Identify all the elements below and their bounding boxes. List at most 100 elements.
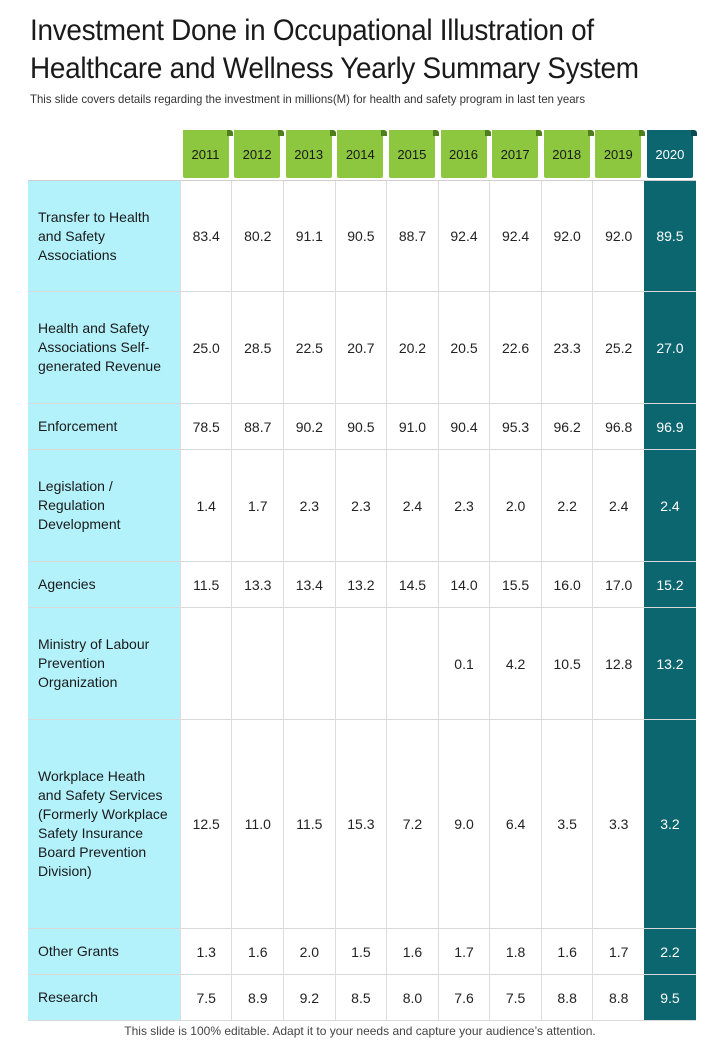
value-cell-2020: 3.2 [643,720,696,928]
investment-table: 2011 2012 2013 2014 2015 2016 2017 2018 2019 2020… [28,130,697,1021]
value-cell-2013: 2.3 [283,450,335,561]
year-header-2019: 2019 [595,130,646,178]
value-cell-2012: 11.0 [231,720,283,928]
value-cell-2013: 9.2 [283,975,335,1020]
value-cell-2013: 91.1 [283,181,335,291]
table-row: Transfer to Health and Safety Associatio… [28,181,696,292]
value-cell-2012: 80.2 [231,181,283,291]
row-label: Legislation / Regulation Development [28,450,180,561]
row-label: Ministry of Labour Prevention Organizati… [28,608,180,719]
row-label: Agencies [28,562,180,607]
value-cell-2012: 88.7 [231,404,283,449]
value-cell-2015: 20.2 [386,292,438,403]
value-cell-2019: 92.0 [592,181,644,291]
table-row: Research 7.5 8.9 9.2 8.5 8.0 7.6 7.5 8.8 8.8 9.5 [28,975,696,1021]
value-cell-2013: 11.5 [283,720,335,928]
value-cell-2011: 7.5 [179,975,232,1020]
value-cell-2018: 3.5 [540,720,593,928]
value-cell-2019: 25.2 [592,292,644,403]
value-cell-2015: 88.7 [386,181,438,291]
value-cell-2017: 1.8 [489,929,541,974]
value-cell-2014: 8.5 [334,975,387,1020]
value-cell-2020: 9.5 [643,975,696,1020]
value-cell-2018: 1.6 [540,929,593,974]
value-cell-2017: 4.2 [489,608,541,719]
value-cell-2011: 83.4 [179,181,232,291]
value-cell-2019: 12.8 [592,608,644,719]
value-cell-2020: 89.5 [643,181,696,291]
value-cell-2014: 90.5 [334,181,387,291]
value-cell-2019: 17.0 [592,562,644,607]
value-cell-2011: 1.3 [179,929,232,974]
value-cell-2011 [179,608,232,719]
value-cell-2013: 90.2 [283,404,335,449]
value-cell-2016: 90.4 [437,404,490,449]
table-row: Other Grants 1.3 1.6 2.0 1.5 1.6 1.7 1.8 1.6 1.7 2… [28,929,696,975]
year-header-2015: 2015 [388,130,439,178]
value-cell-2019: 1.7 [592,929,644,974]
value-cell-2016: 7.6 [437,975,490,1020]
value-cell-2015: 8.0 [386,975,438,1020]
value-cell-2015: 1.6 [386,929,438,974]
value-cell-2017: 2.0 [489,450,541,561]
page-subtitle: This slide covers details regarding the … [30,92,586,106]
value-cell-2017: 92.4 [489,181,541,291]
value-cell-2020: 27.0 [643,292,696,403]
year-header-2011: 2011 [182,130,233,178]
value-cell-2014: 13.2 [334,562,387,607]
value-cell-2016: 20.5 [437,292,490,403]
value-cell-2012: 8.9 [231,975,283,1020]
value-cell-2020: 2.4 [643,450,696,561]
value-cell-2012: 1.7 [231,450,283,561]
year-header-2012: 2012 [234,130,285,178]
value-cell-2014 [334,608,387,719]
row-label: Other Grants [28,929,180,974]
value-cell-2015: 14.5 [386,562,438,607]
year-header-2017: 2017 [492,130,543,178]
year-header-2013: 2013 [285,130,336,178]
year-header-2016: 2016 [440,130,491,178]
value-cell-2017: 6.4 [489,720,541,928]
value-cell-2019: 96.8 [592,404,644,449]
value-cell-2020: 96.9 [643,404,696,449]
table-body: Transfer to Health and Safety Associatio… [28,180,696,1021]
value-cell-2012: 1.6 [231,929,283,974]
table-row: Agencies 11.5 13.3 13.4 13.2 14.5 14.0 15.5 16.0… [28,562,696,608]
value-cell-2019: 3.3 [592,720,644,928]
value-cell-2020: 2.2 [643,929,696,974]
value-cell-2019: 2.4 [592,450,644,561]
value-cell-2015: 2.4 [386,450,438,561]
footer-note: This slide is 100% editable. Adapt it to… [124,1024,596,1038]
value-cell-2018: 16.0 [540,562,593,607]
value-cell-2018: 2.2 [540,450,593,561]
value-cell-2015 [386,608,438,719]
value-cell-2020: 15.2 [643,562,696,607]
value-cell-2020: 13.2 [643,608,696,719]
value-cell-2011: 78.5 [179,404,232,449]
value-cell-2014: 2.3 [334,450,387,561]
value-cell-2016: 2.3 [437,450,490,561]
value-cell-2016: 92.4 [437,181,490,291]
row-label: Health and Safety Associations Self-gene… [28,292,180,403]
value-cell-2019: 8.8 [592,975,644,1020]
value-cell-2011: 1.4 [179,450,232,561]
table-row: Health and Safety Associations Self-gene… [28,292,696,404]
row-label: Transfer to Health and Safety Associatio… [28,181,180,291]
value-cell-2018: 8.8 [540,975,593,1020]
value-cell-2017: 15.5 [489,562,541,607]
year-header-row: 2011 2012 2013 2014 2015 2016 2017 2018 2019 2020 [28,130,697,180]
value-cell-2012: 28.5 [231,292,283,403]
row-label: Enforcement [28,404,180,449]
value-cell-2017: 22.6 [489,292,541,403]
value-cell-2016: 14.0 [437,562,490,607]
value-cell-2016: 9.0 [437,720,490,928]
value-cell-2012 [231,608,283,719]
year-header-2020: 2020 [646,130,697,178]
value-cell-2018: 10.5 [540,608,593,719]
page-title: Investment Done in Occupational Illustra… [30,14,639,85]
value-cell-2016: 1.7 [437,929,490,974]
value-cell-2011: 25.0 [179,292,232,403]
row-label: Workplace Heath and Safety Services (For… [28,720,180,928]
value-cell-2017: 95.3 [489,404,541,449]
value-cell-2013: 2.0 [283,929,335,974]
